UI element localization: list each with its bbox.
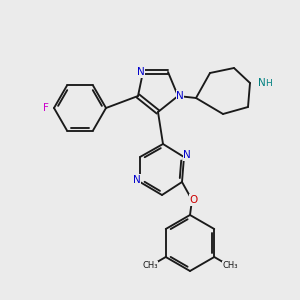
Text: CH₃: CH₃ [142,262,158,271]
Text: F: F [43,103,49,113]
Text: N: N [258,78,266,88]
Text: N: N [183,150,191,160]
Text: N: N [133,175,141,185]
Text: N: N [176,91,184,101]
Text: O: O [190,195,198,205]
Text: CH₃: CH₃ [222,262,238,271]
Text: H: H [265,80,272,88]
Text: N: N [137,67,145,77]
